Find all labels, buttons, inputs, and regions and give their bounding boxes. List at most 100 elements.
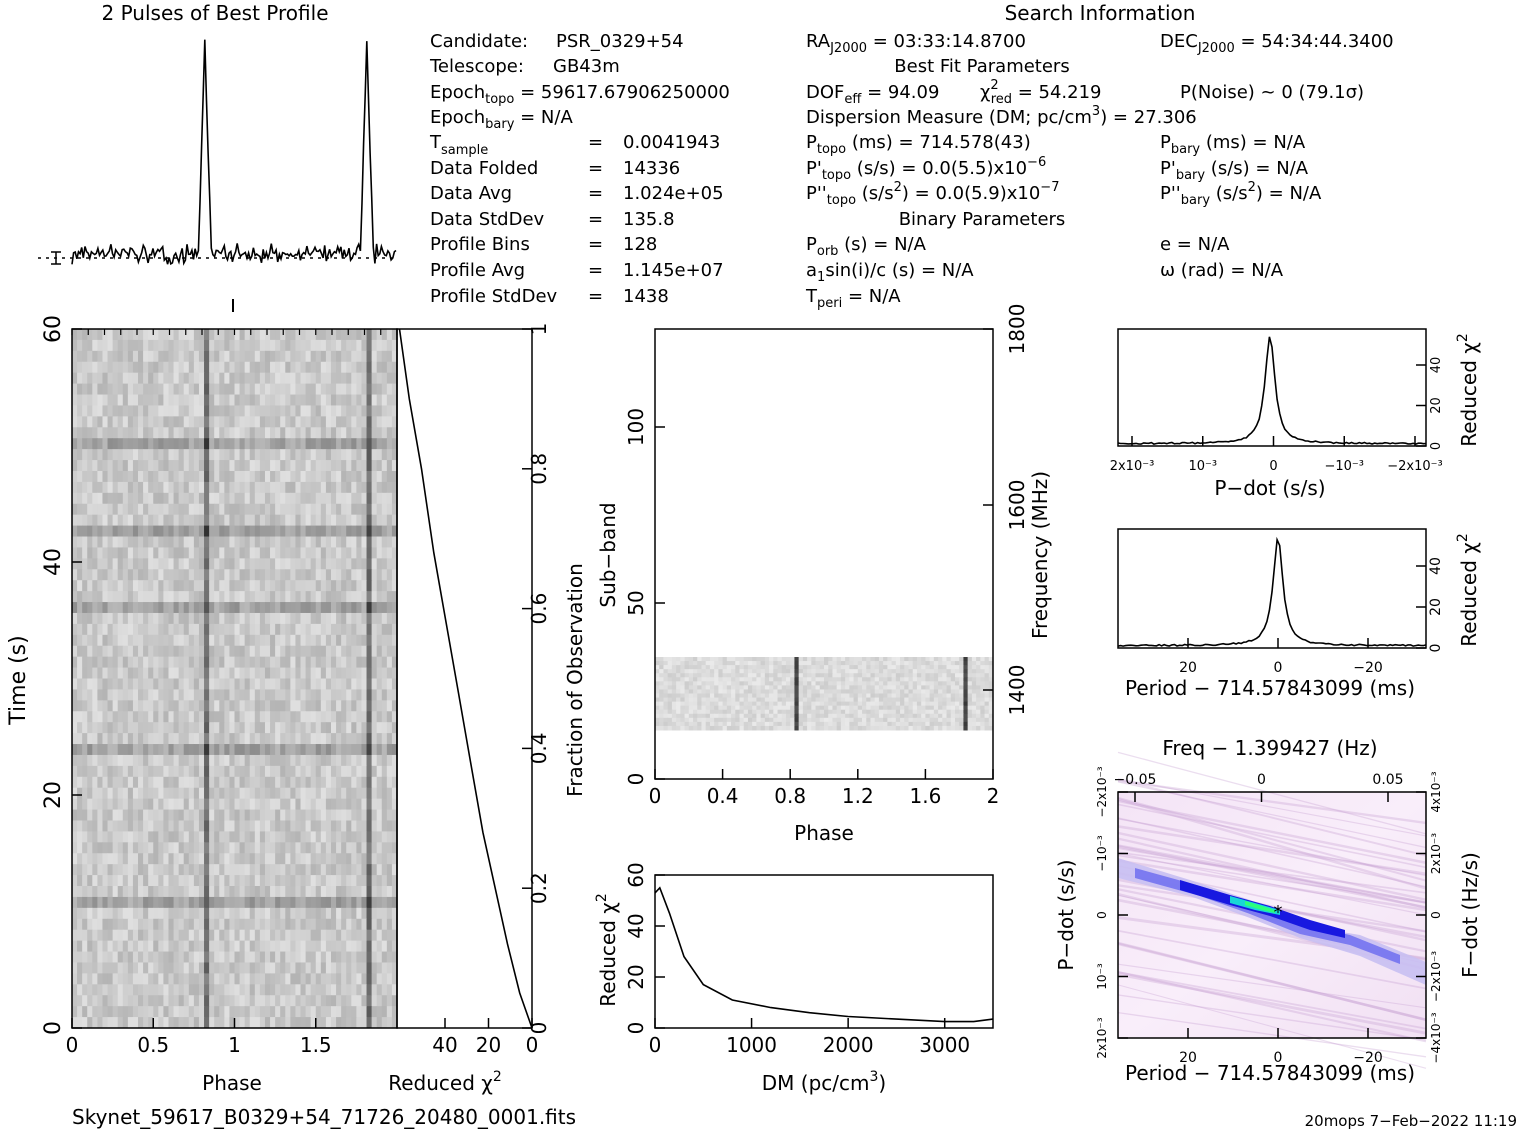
time-phase-pixel <box>346 580 352 592</box>
subband-pixel <box>857 693 863 699</box>
time-phase-pixel <box>341 656 347 669</box>
time-phase-pixel <box>117 765 124 778</box>
time-phase-pixel <box>204 809 210 821</box>
profile-bins-eq: = <box>588 234 603 255</box>
subband-pixel <box>900 657 905 662</box>
subband-pixel <box>980 657 986 662</box>
time-phase-pixel <box>234 896 241 909</box>
profile-panel: 2 Pulses of Best Profile <box>38 1 397 312</box>
time-phase-pixel <box>346 896 352 909</box>
subband-pixel <box>836 677 842 682</box>
time-phase-pixel <box>92 525 98 538</box>
subband-pixel <box>798 685 804 690</box>
time-phase-pixel <box>204 503 210 516</box>
subband-pixel <box>739 693 745 699</box>
time-phase-pixel <box>351 951 357 963</box>
subband-pixel <box>688 689 694 694</box>
time-phase-pixel <box>310 536 317 548</box>
time-phase-pixel <box>341 798 347 811</box>
subband-pixel <box>878 685 884 690</box>
time-phase-pixel <box>219 339 225 352</box>
subband-pixel <box>790 661 795 666</box>
time-phase-pixel <box>361 842 368 854</box>
time-phase-pixel <box>351 580 357 592</box>
time-phase-pixel <box>341 984 347 996</box>
time-phase-pixel <box>356 427 362 439</box>
time-phase-pixel <box>305 722 312 734</box>
subband-pixel <box>714 689 719 694</box>
subband-pixel <box>815 673 821 678</box>
time-phase-pixel <box>178 689 185 701</box>
subband-pixel <box>811 657 817 662</box>
time-phase-pixel <box>315 383 322 396</box>
time-phase-pixel <box>219 951 225 963</box>
time-phase-pixel <box>102 339 109 352</box>
time-phase-pixel <box>371 350 378 363</box>
time-phase-pixel <box>361 831 368 843</box>
time-phase-pixel <box>77 602 83 614</box>
time-phase-pixel <box>107 820 114 832</box>
time-phase-pixel <box>77 896 83 909</box>
subband-pixel <box>798 673 804 678</box>
time-phase-pixel <box>320 591 327 603</box>
time-phase-pixel <box>280 547 286 559</box>
time-phase-pixel <box>361 678 368 690</box>
time-phase-pixel <box>127 765 134 778</box>
time-phase-pixel <box>219 776 225 789</box>
time-phase-pixel <box>290 405 296 417</box>
time-phase-pixel <box>204 951 210 963</box>
time-phase-pixel <box>381 350 388 363</box>
time-phase-pixel <box>188 733 195 745</box>
time-phase-pixel <box>280 634 286 647</box>
time-phase-pixel <box>122 831 129 843</box>
time-phase-pixel <box>72 580 78 592</box>
time-phase-pixel <box>376 492 383 505</box>
time-phase-pixel <box>153 951 159 963</box>
time-phase-pixel <box>158 678 164 690</box>
time-phase-pixel <box>254 591 261 603</box>
time-phase-pixel <box>330 416 337 428</box>
time-phase-pixel <box>173 580 180 592</box>
time-phase-pixel <box>341 689 347 701</box>
time-phase-pixel <box>122 1017 129 1029</box>
time-phase-pixel <box>122 853 129 865</box>
time-phase-pixel <box>158 787 164 800</box>
time-phase-pixel <box>259 645 266 658</box>
time-phase-pixel <box>275 634 281 647</box>
time-phase-pixel <box>239 361 246 374</box>
subband-pixel <box>743 693 749 699</box>
subband-pixel <box>828 661 833 666</box>
time-phase-pixel <box>158 831 164 843</box>
time-phase-pixel <box>341 329 347 341</box>
time-phase-pixel <box>386 1006 393 1018</box>
time-phase-pixel <box>198 765 205 778</box>
tick-label: 20 <box>41 781 66 809</box>
time-phase-pixel <box>270 962 276 974</box>
time-phase-pixel <box>92 481 98 494</box>
tick-label: 0 <box>527 1022 551 1035</box>
time-phase-pixel <box>305 492 312 505</box>
time-phase-pixel <box>183 372 190 385</box>
subband-pixel <box>676 661 681 666</box>
time-phase-pixel <box>259 853 266 865</box>
time-phase-pixel <box>143 394 149 406</box>
time-phase-pixel <box>219 820 225 832</box>
time-phase-pixel <box>178 886 185 898</box>
time-phase-pixel <box>264 689 271 701</box>
time-phase-pixel <box>127 973 134 985</box>
time-phase-pixel <box>193 339 200 352</box>
time-phase-pixel <box>87 536 93 548</box>
time-phase-pixel <box>325 427 332 439</box>
time-phase-pixel <box>127 809 134 821</box>
time-phase-pixel <box>285 645 291 658</box>
time-phase-pixel <box>295 591 302 603</box>
time-phase-pixel <box>102 831 109 843</box>
time-phase-pixel <box>381 787 388 800</box>
time-phase-pixel <box>204 1006 210 1018</box>
time-phase-pixel <box>143 929 149 942</box>
subband-pixel <box>828 657 833 662</box>
subband-pixel <box>874 657 880 662</box>
time-phase-pixel <box>138 842 144 854</box>
time-phase-pixel <box>229 547 235 559</box>
time-phase-pixel <box>270 864 276 876</box>
